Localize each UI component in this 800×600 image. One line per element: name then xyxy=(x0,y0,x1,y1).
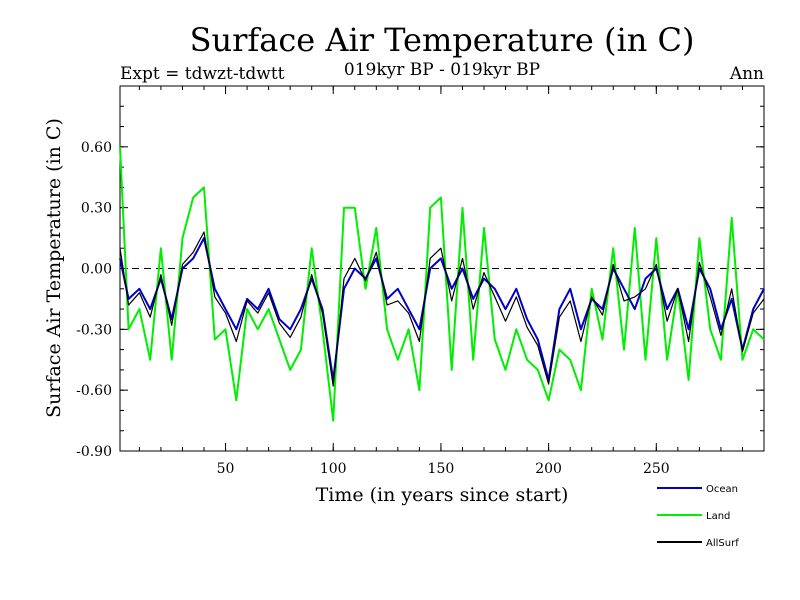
y-tick-label: 0.30 xyxy=(81,201,112,217)
y-tick-label: -0.30 xyxy=(76,322,112,338)
y-tick-label: -0.60 xyxy=(76,383,112,399)
series-line-land xyxy=(119,146,765,422)
x-tick-label: 150 xyxy=(428,461,455,477)
x-axis-label: Time (in years since start) xyxy=(316,484,569,506)
series-layer xyxy=(119,146,765,422)
legend-label-allsurf: AllSurf xyxy=(706,538,739,549)
x-tick-label: 200 xyxy=(535,461,562,477)
y-axis-ticks: -0.90 -0.60 -0.30 0.00 0.30 0.60 xyxy=(76,85,764,460)
legend-label-land: Land xyxy=(706,511,730,522)
y-tick-label: 0.00 xyxy=(81,262,112,278)
x-tick-label: 100 xyxy=(320,461,347,477)
x-tick-label: 50 xyxy=(217,461,235,477)
x-axis-ticks: 50 100 150 200 250 xyxy=(138,86,743,477)
y-axis-label: Surface Air Temperature (in C) xyxy=(43,118,65,418)
y-tick-label: 0.60 xyxy=(81,140,112,156)
chart-title: Surface Air Temperature (in C) xyxy=(190,21,695,59)
experiment-label: Expt = tdwzt-tdwtt xyxy=(120,64,285,84)
legend: Ocean Land AllSurf xyxy=(657,484,739,549)
series-line-allsurf xyxy=(119,231,765,387)
y-tick-label: -0.90 xyxy=(76,444,112,460)
x-tick-label: 250 xyxy=(643,461,670,477)
chart-subtitle: 019kyr BP - 019kyr BP xyxy=(344,60,540,80)
series-line-ocean xyxy=(119,237,765,381)
period-label: Ann xyxy=(729,64,764,84)
legend-label-ocean: Ocean xyxy=(706,484,738,495)
